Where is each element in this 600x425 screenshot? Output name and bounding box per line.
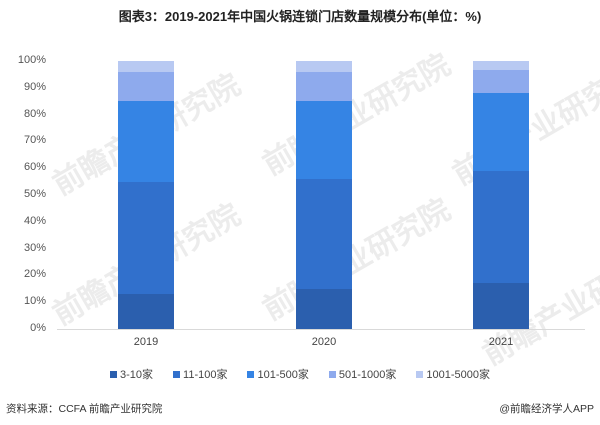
legend-item: 101-500家	[247, 366, 309, 382]
bar-segment	[118, 71, 174, 102]
bar-segment	[473, 70, 529, 94]
bar-segment	[296, 101, 352, 179]
legend-label: 11-100家	[183, 369, 228, 381]
legend-label: 1001-5000家	[426, 369, 490, 381]
y-tick-label: 20%	[23, 268, 46, 281]
legend-swatch-icon	[328, 370, 336, 378]
stacked-bar-2019	[118, 61, 174, 329]
chart-title: 图表3：2019-2021年中国火锅连锁门店数量规模分布(单位：%)	[118, 9, 482, 24]
bar-segment	[118, 101, 174, 182]
bar-segment	[296, 178, 352, 289]
legend-swatch-icon	[173, 370, 181, 378]
y-tick-label: 0%	[30, 322, 46, 334]
watermark: 前瞻产业研究院	[257, 192, 457, 328]
bar-segment	[296, 71, 352, 102]
y-tick-label: 50%	[23, 188, 46, 200]
legend-swatch-icon	[247, 370, 255, 378]
legend-swatch-icon	[110, 370, 118, 378]
legend-item: 11-100家	[173, 366, 227, 382]
y-tick-label: 90%	[23, 80, 46, 93]
legend-swatch-icon	[416, 370, 424, 378]
x-axis-line	[57, 329, 585, 330]
source-note: 资料来源：CCFA 前瞻产业研究院	[6, 403, 163, 415]
bar-segment	[118, 294, 174, 329]
y-tick-label: 80%	[23, 107, 46, 120]
stacked-bar-2021	[473, 61, 529, 329]
watermark: 前瞻产业研究院	[257, 47, 457, 183]
bar-segment	[473, 170, 529, 284]
bar-segment	[473, 61, 529, 71]
legend-label: 3-10家	[120, 369, 154, 381]
legend: 3-10家 11-100家 101-500家 501-1000家 1001-5000家	[0, 366, 600, 382]
legend-item: 1001-5000家	[416, 366, 490, 382]
legend-item: 3-10家	[110, 366, 153, 382]
legend-item: 501-1000家	[328, 366, 397, 382]
y-tick-label: 30%	[23, 241, 46, 254]
bar-segment	[296, 288, 352, 329]
y-tick-label: 60%	[23, 161, 46, 174]
bar-segment	[118, 61, 174, 72]
x-tick-label: 2019	[133, 336, 159, 348]
x-tick-label: 2021	[488, 336, 514, 348]
bar-segment	[296, 61, 352, 72]
bar-segment	[473, 93, 529, 171]
bar-segment	[473, 283, 529, 329]
credit-note: @前瞻经济学人APP	[499, 403, 594, 415]
stacked-bar-2020	[296, 61, 352, 329]
y-tick-label: 100%	[17, 54, 46, 66]
y-tick-label: 70%	[23, 134, 46, 147]
legend-label: 101-500家	[257, 369, 309, 381]
x-tick-label: 2020	[311, 336, 337, 348]
bar-segment	[118, 181, 174, 295]
y-tick-label: 40%	[23, 214, 46, 227]
y-tick-label: 10%	[23, 295, 46, 308]
legend-label: 501-1000家	[338, 369, 397, 381]
